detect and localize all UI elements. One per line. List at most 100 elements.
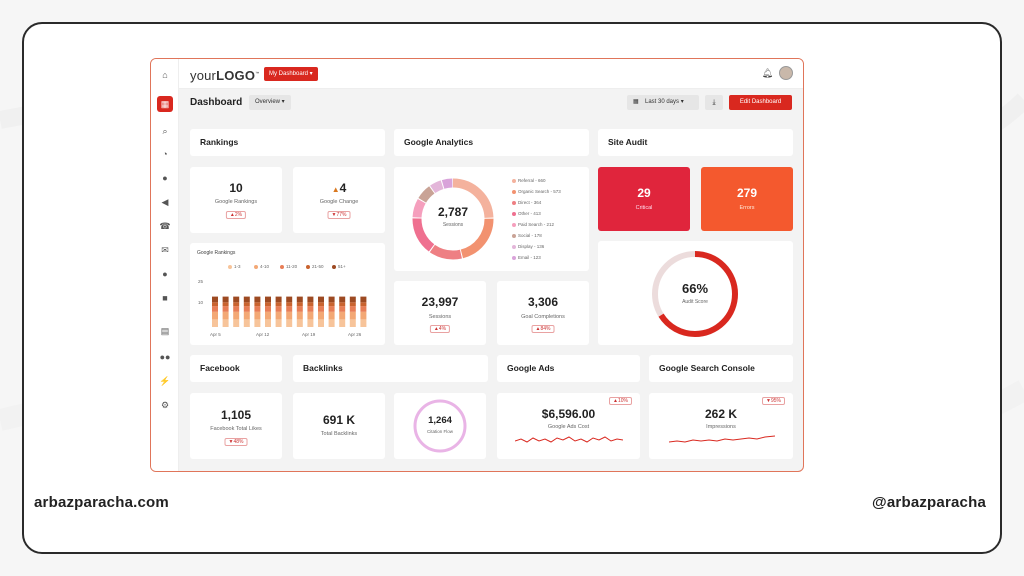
briefcase-icon[interactable]: ■ [162, 293, 168, 303]
chat-icon[interactable]: ● [162, 173, 168, 183]
date-range-dropdown[interactable]: ▦ Last 30 days ▾ [627, 95, 699, 110]
errors-card: 279 Errors [701, 167, 793, 231]
bar-segment [328, 306, 335, 312]
backlinks-header: Backlinks [293, 355, 488, 382]
bar-segment [339, 302, 346, 307]
document-icon[interactable]: ▤ [160, 325, 170, 336]
bar-segment [360, 319, 367, 327]
bar-segment [243, 319, 250, 327]
legend-item: 11-20 [280, 264, 297, 269]
bar-segment [254, 311, 261, 320]
overview-dropdown[interactable]: Overview ▾ [249, 95, 291, 110]
ads-cost-sparkline [515, 436, 623, 443]
bar-segment [296, 306, 303, 312]
mail-icon[interactable]: ✉ [161, 244, 169, 255]
bar-segment [360, 302, 367, 307]
donut-center-label: Sessions [442, 222, 464, 228]
bar-segment [296, 296, 303, 303]
rankings-bar-chart [212, 296, 367, 327]
bar-segment [275, 319, 282, 327]
bar-segment [286, 296, 293, 303]
legend-item: 4-10 [254, 264, 269, 269]
y-tick: 10 [198, 300, 204, 305]
bar-segment [286, 306, 293, 312]
bell-icon[interactable]: 🔔︎ [761, 68, 773, 78]
donut-slice [412, 178, 494, 260]
analytics-header: Google Analytics [394, 129, 589, 156]
x-tick-label: Apr 19 [302, 332, 316, 337]
bar-segment [296, 302, 303, 307]
bar-segment [307, 311, 314, 320]
bar-segment [212, 306, 218, 312]
bar-segment [360, 311, 367, 320]
bar-segment [307, 302, 314, 307]
legend-item: Paid Search - 212 [512, 222, 554, 227]
ads-cost-card: ▲10% $6,596.00 Google Ads Cost [497, 393, 640, 459]
bar-segment [318, 296, 324, 303]
footer-website[interactable]: arbazparacha.com [34, 494, 169, 511]
bar-segment [286, 319, 293, 327]
rankings-chart-card: Google Rankings 1-3 4-10 11-20 21-50 51+ 25 … [190, 243, 385, 345]
bar-segment [286, 302, 293, 307]
plug-icon[interactable]: ⚡ [159, 375, 171, 386]
donut-slice [412, 178, 494, 260]
dashboard-app: ⌂ ▦ ⌕ ◔ ● ◀ ☎ ✉ ● ■ ▤ ●● ⚡ ⚙ yourLOGO™ M… [150, 58, 804, 472]
users-icon[interactable]: ●● [159, 352, 171, 362]
bar-segment [318, 306, 324, 312]
x-tick-label: Apr 5 [210, 332, 221, 337]
citation-flow-card: 1,264 Citation Flow [394, 393, 486, 459]
chart-legend: 1-3 4-10 11-20 21-50 51+ [228, 264, 378, 272]
bar-segment [307, 319, 314, 327]
bar-segment [296, 319, 303, 327]
audit-score-ring [652, 251, 738, 337]
avatar[interactable] [779, 66, 793, 80]
legend-item: Social - 178 [512, 233, 542, 238]
bar-segment [212, 319, 218, 327]
bar-segment [349, 319, 356, 327]
chart-icon[interactable]: ◔ [162, 149, 168, 159]
bar-segment [349, 306, 356, 312]
audit-score-value: 66% [681, 281, 709, 296]
dashboard-icon[interactable]: ▦ [157, 96, 173, 112]
bar-segment [328, 319, 335, 327]
change-badge: ▲84% [531, 325, 555, 333]
change-badge: ▲4% [429, 325, 451, 333]
phone-icon[interactable]: ☎ [159, 220, 171, 231]
logo: yourLOGO™ [190, 68, 260, 83]
download-button[interactable]: ⤓ [705, 95, 723, 110]
bar-segment [243, 296, 250, 303]
location-icon[interactable]: ● [162, 269, 168, 279]
bar-segment [349, 302, 356, 307]
bar-segment [265, 302, 271, 307]
legend-item: Other - 413 [512, 211, 541, 216]
donut-slice [412, 178, 494, 260]
gauge-fill [652, 251, 738, 337]
gear-icon[interactable]: ⚙ [160, 399, 170, 410]
edit-dashboard-button[interactable]: Edit Dashboard [729, 95, 792, 110]
donut-legend: Referral - 660 Organic Search - 573 Direct… [512, 178, 584, 264]
bar-segment [286, 311, 293, 320]
impressions-sparkline [669, 435, 775, 443]
search-icon[interactable]: ⌕ [162, 125, 168, 136]
page-title: Dashboard [190, 97, 243, 108]
bar-segment [222, 311, 229, 320]
bar-segment [243, 311, 250, 320]
legend-item: Referral - 660 [512, 178, 546, 183]
bar-segment [275, 296, 282, 303]
backlinks-card: 691 K Total Backlinks [293, 393, 385, 459]
home-icon[interactable]: ⌂ [162, 70, 168, 80]
bar-segment [318, 311, 324, 320]
footer-handle[interactable]: @arbazparacha [872, 494, 986, 511]
bar-segment [275, 311, 282, 320]
bar-segment [265, 319, 271, 327]
bar-segment [254, 296, 261, 303]
audit-score-label: Audit Score [682, 299, 708, 305]
bar-segment [212, 302, 218, 307]
google-rankings-card: 10 Google Rankings ▲2% [190, 167, 282, 233]
my-dashboard-dropdown[interactable]: My Dashboard ▾ [264, 67, 318, 81]
bar-segment [328, 296, 335, 303]
x-axis-labels: Apr 5 Apr 12 Apr 19 Apr 26 [210, 332, 380, 340]
download-icon: ⤓ [712, 99, 716, 106]
bar-segment [328, 311, 335, 320]
megaphone-icon[interactable]: ◀ [161, 196, 169, 207]
